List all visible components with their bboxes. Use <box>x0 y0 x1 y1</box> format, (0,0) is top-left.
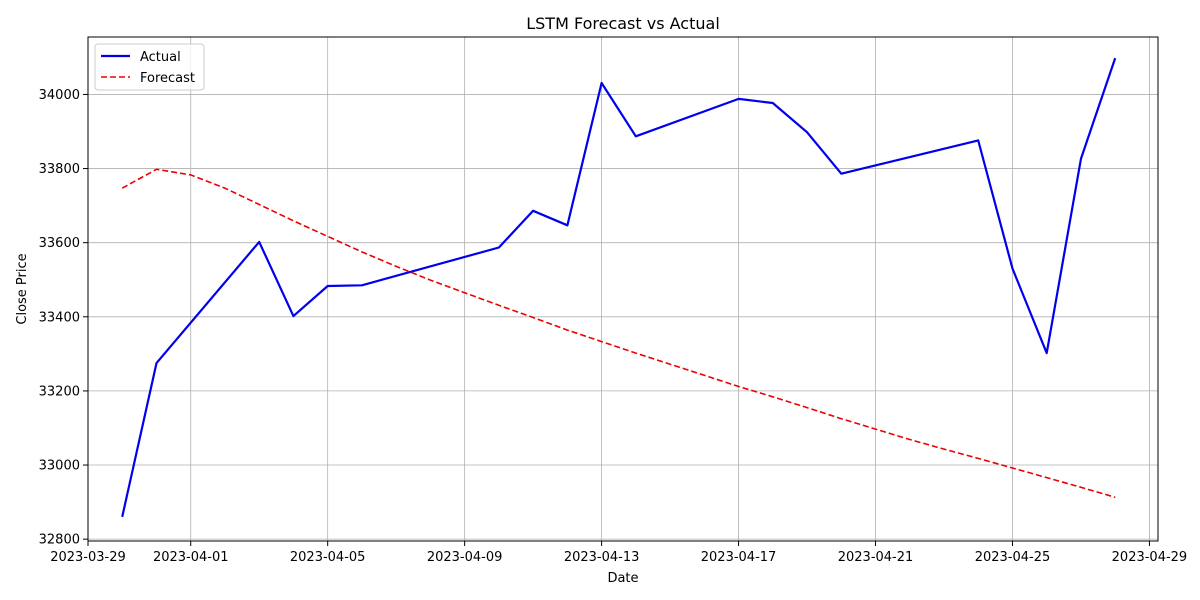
x-axis-label: Date <box>607 571 638 586</box>
ticks: 2023-03-29 2023-04-01 2023-04-05 2023-04-09… <box>39 88 1188 565</box>
y-axis-label: Close Price <box>15 253 30 324</box>
x-tick-label: 2023-03-29 <box>50 550 126 565</box>
x-tick-label: 2023-04-21 <box>838 550 914 565</box>
y-tick-label: 34000 <box>39 88 80 103</box>
grid <box>87 37 1158 541</box>
series-line-forecast <box>121 168 1116 499</box>
y-tick-label: 33200 <box>39 384 80 399</box>
y-tick-label: 32800 <box>39 533 80 548</box>
x-tick-label: 2023-04-01 <box>153 550 229 565</box>
chart-title: LSTM Forecast vs Actual <box>526 14 720 33</box>
x-tick-label: 2023-04-13 <box>564 550 640 565</box>
legend: Actual Forecast <box>94 43 205 91</box>
series-group <box>121 57 1117 518</box>
y-tick-label: 33600 <box>39 236 80 251</box>
x-tick-label: 2023-04-29 <box>1112 550 1188 565</box>
legend-label-actual: Actual <box>140 50 181 65</box>
x-tick-label: 2023-04-17 <box>701 550 777 565</box>
x-tick-label: 2023-04-05 <box>290 550 366 565</box>
plot-frame <box>87 36 1159 542</box>
x-tick-label: 2023-04-09 <box>427 550 503 565</box>
y-tick-label: 33400 <box>39 310 80 325</box>
legend-label-forecast: Forecast <box>140 71 195 86</box>
y-tick-label: 33000 <box>39 459 80 474</box>
x-tick-label: 2023-04-25 <box>975 550 1051 565</box>
series-line-actual <box>121 57 1117 518</box>
y-tick-label: 33800 <box>39 162 80 177</box>
